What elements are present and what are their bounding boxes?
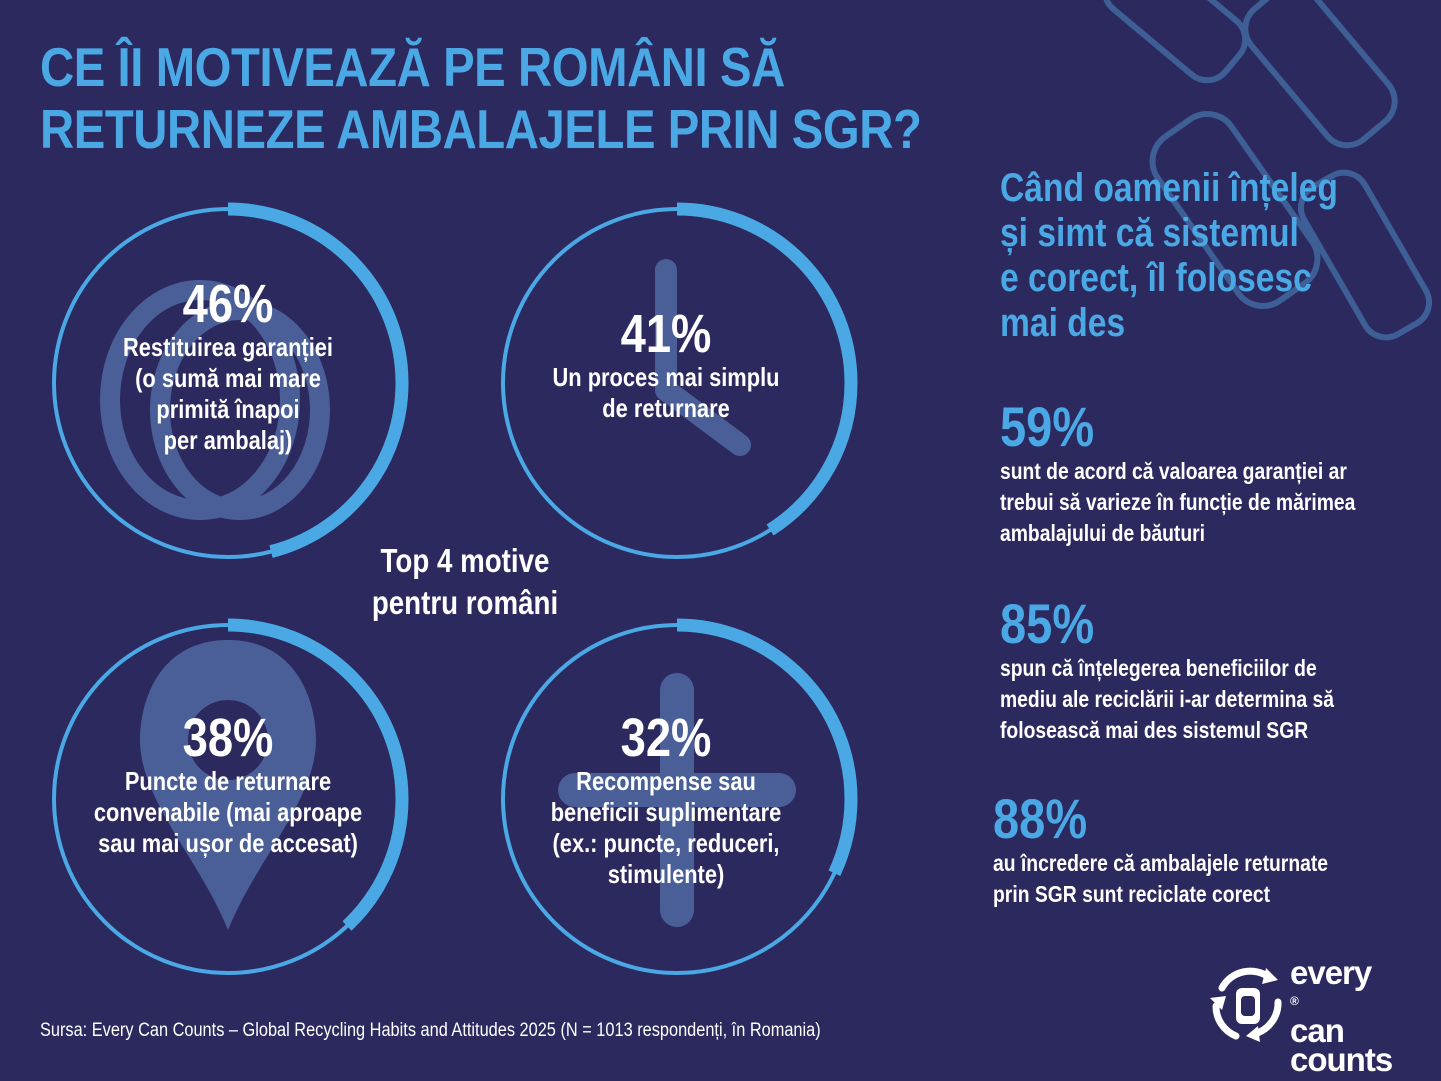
- registered-mark: ®: [1290, 994, 1299, 1008]
- donut-4-label-line-3: (ex.: puncte, reduceri,: [552, 828, 780, 858]
- center-label-line-1: Top 4 motive: [380, 542, 550, 579]
- side-heading-line-2: și simt că sistemul: [1000, 211, 1299, 255]
- stat-59-line-3: ambalajului de băuturi: [1000, 520, 1206, 546]
- side-heading-line-4: mai des: [1000, 301, 1126, 345]
- stat-59-line-1: sunt de acord că valoarea garanției ar: [1000, 458, 1347, 484]
- donut-label-3: 38% Puncte de returnare convenabile (mai…: [68, 710, 387, 859]
- donut-label-4: 32% Recompense sau beneficii suplimentar…: [523, 710, 809, 890]
- stat-88-line-2: prin SGR sunt reciclate corect: [993, 881, 1271, 907]
- donut-3-label-line-2: convenabile (mai aproape: [93, 797, 363, 827]
- logo-wordmark: every ® can counts: [1290, 954, 1393, 1078]
- background-cans-decoration: [1101, 0, 1433, 341]
- donut-4-label-line-4: stimulente): [607, 859, 725, 889]
- recycle-can-icon: [1210, 967, 1282, 1042]
- donut-2-percent: 41%: [620, 304, 712, 364]
- icon-location-pin-icon: [140, 640, 316, 930]
- center-label: Top 4 motive pentru români: [326, 540, 603, 624]
- stat-88-line-1: au încredere că ambalajele returnate: [993, 850, 1329, 876]
- stat-59-description: sunt de acord că valoarea garanției ar t…: [1000, 456, 1355, 549]
- stat-59: 59% sunt de acord că valoarea garanției …: [1000, 398, 1355, 549]
- stat-59-value: 59%: [1000, 395, 1095, 458]
- side-heading-line-3: e corect, îl folosesc: [1000, 256, 1312, 300]
- donut-1-label-line-2: (o sumă mai mare: [135, 363, 321, 393]
- donut-2-label-line-1: Un proces mai simplu: [552, 362, 780, 392]
- every-can-counts-logo: every ® can counts: [1208, 956, 1408, 1076]
- stat-88: 88% au încredere că ambalajele returnate…: [993, 790, 1328, 910]
- stat-85: 85% spun că înțelegerea beneficiilor de …: [1000, 595, 1334, 746]
- donut-3-percent: 38%: [182, 708, 274, 768]
- logo-word-counts: counts: [1290, 1041, 1393, 1078]
- icon-plus-icon: [558, 673, 796, 927]
- donut-3-label-line-3: sau mai ușor de accesat): [98, 828, 358, 858]
- donut-2-label-line-2: de returnare: [602, 393, 730, 423]
- donut-1-label-line-4: per ambalaj): [163, 425, 293, 455]
- center-label-line-2: pentru români: [371, 584, 559, 621]
- stat-85-line-1: spun că înțelegerea beneficiilor de: [1000, 655, 1317, 681]
- donut-4-label-line-1: Recompense sau: [576, 766, 756, 796]
- donut-1-value-arc: [47, 202, 409, 564]
- donut-label-1: 46% Restituirea garanției (o sumă mai ma…: [102, 276, 354, 456]
- title-line-2: RETURNEZE AMBALAJELE PRIN SGR?: [40, 98, 922, 160]
- donut-3-value-arc: [47, 618, 409, 980]
- title-line-1: CE ÎI MOTIVEAZĂ PE ROMÂNI SĂ: [40, 36, 785, 98]
- donut-3-label-line-1: Puncte de returnare: [124, 766, 332, 796]
- donut-4-label-line-2: beneficii suplimentare: [550, 797, 782, 827]
- stat-88-value: 88%: [993, 787, 1088, 850]
- logo-word-can: can: [1290, 1012, 1345, 1049]
- stat-85-line-2: mediu ale reciclării i-ar determina să: [1000, 686, 1334, 712]
- logo-word-every: every: [1290, 954, 1372, 991]
- stat-85-value: 85%: [1000, 592, 1095, 655]
- stat-59-line-2: trebui să varieze în funcție de mărimea: [1000, 489, 1356, 515]
- donut-1-label-line-1: Restituirea garanției: [123, 332, 333, 362]
- donut-4-percent: 32%: [620, 708, 712, 768]
- stat-85-line-3: folosească mai des sistemul SGR: [1000, 717, 1309, 743]
- donut-1-label-line-3: primită înapoi: [156, 394, 300, 424]
- donut-2-value-arc: [496, 202, 858, 564]
- page-title: CE ÎI MOTIVEAZĂ PE ROMÂNI SĂ RETURNEZE A…: [40, 36, 922, 160]
- icon-clock-icon: [655, 259, 751, 456]
- donut-label-2: 41% Un proces mai simplu de returnare: [532, 306, 801, 424]
- side-heading: Când oamenii înțeleg și simt că sistemul…: [1000, 166, 1370, 346]
- donut-4-value-arc: [496, 618, 858, 980]
- side-heading-line-1: Când oamenii înțeleg: [1000, 166, 1338, 210]
- stat-85-description: spun că înțelegerea beneficiilor de medi…: [1000, 653, 1334, 746]
- icon-coin-icon: [100, 280, 330, 520]
- stat-88-description: au încredere că ambalajele returnate pri…: [993, 848, 1328, 910]
- source-note: Sursa: Every Can Counts – Global Recycli…: [40, 1020, 821, 1041]
- donut-1-percent: 46%: [182, 274, 274, 334]
